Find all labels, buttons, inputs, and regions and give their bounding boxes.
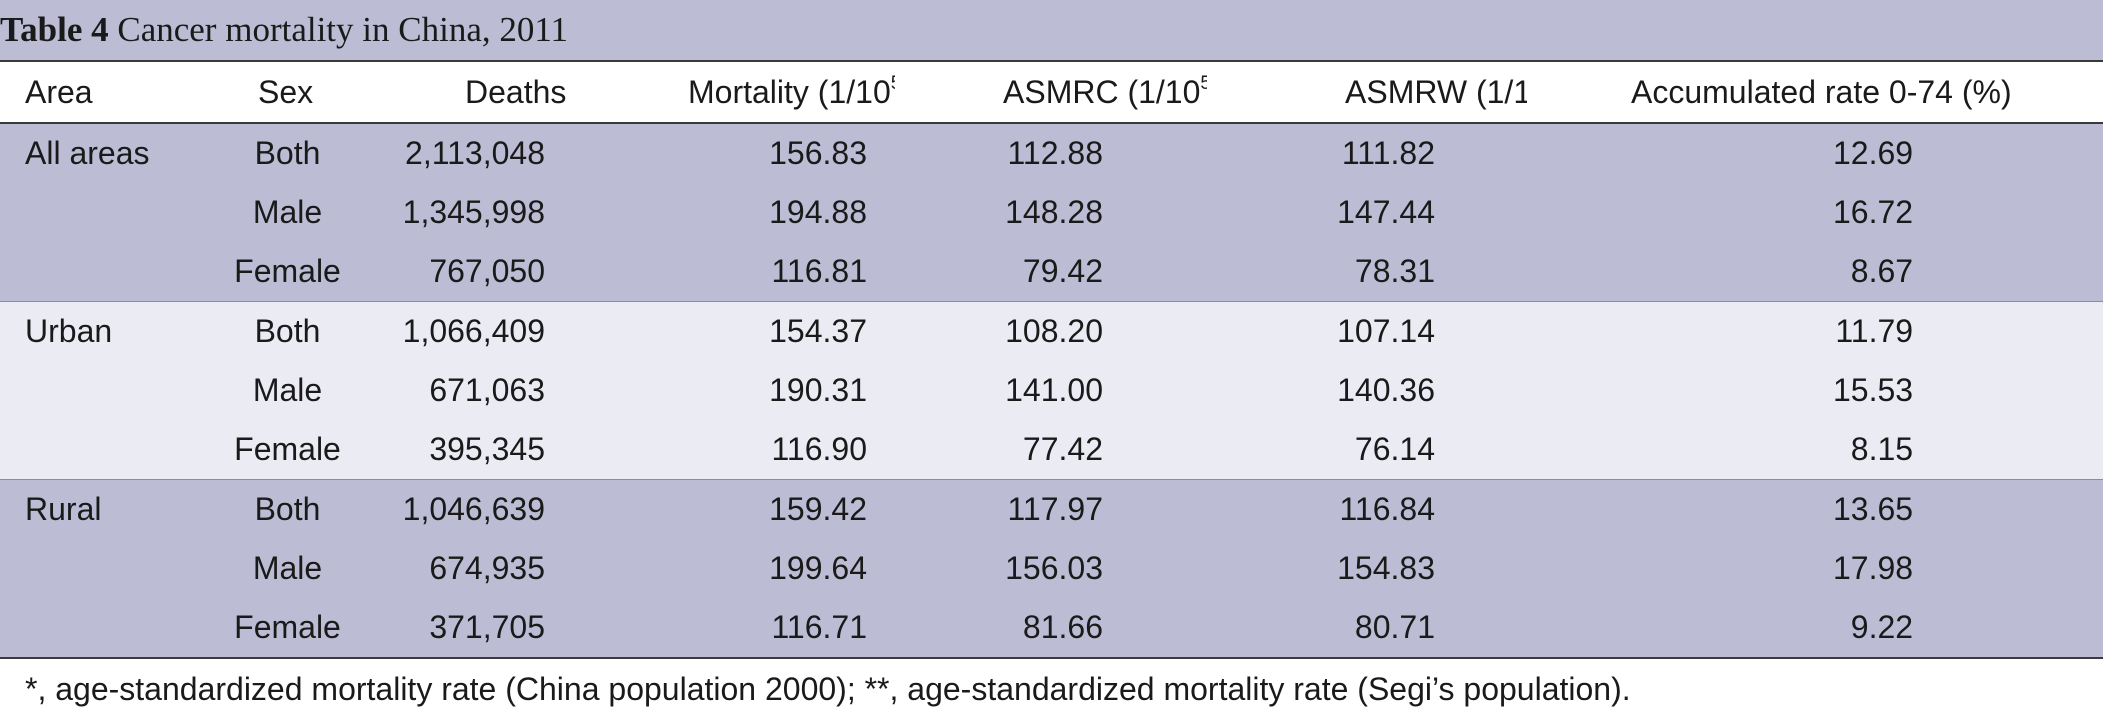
col-header-asmrc: ASMRC (1/105)*: [895, 61, 1207, 124]
cell-asmrw: 80.71: [1207, 598, 1527, 659]
cell-area: [0, 183, 195, 242]
cell-mortality: 156.83: [605, 123, 895, 183]
table-title-text: Cancer mortality in China, 2011: [117, 10, 569, 49]
cell-asmrw: 147.44: [1207, 183, 1527, 242]
table-row: Male 1,345,998 194.88 148.28 147.44 16.72: [0, 183, 2103, 242]
cell-asmrc: 108.20: [895, 301, 1207, 361]
cell-accumulated: 8.15: [1527, 420, 2103, 480]
cell-asmrc: 141.00: [895, 361, 1207, 420]
cell-sex: Female: [195, 242, 380, 302]
table-row: All areas Both 2,113,048 156.83 112.88 111.82…: [0, 123, 2103, 183]
cell-accumulated: 9.22: [1527, 598, 2103, 659]
cell-asmrw: 107.14: [1207, 301, 1527, 361]
cell-accumulated: 13.65: [1527, 479, 2103, 539]
cell-asmrw: 140.36: [1207, 361, 1527, 420]
table-row: Female 371,705 116.71 81.66 80.71 9.22: [0, 598, 2103, 659]
table-row: Urban Both 1,066,409 154.37 108.20 107.14 11.7…: [0, 301, 2103, 361]
cell-mortality: 194.88: [605, 183, 895, 242]
cell-area: Rural: [0, 479, 195, 539]
cell-deaths: 1,066,409: [380, 301, 605, 361]
cell-asmrw: 78.31: [1207, 242, 1527, 302]
mortality-header-main: Mortality (1/10: [688, 73, 891, 110]
cell-deaths: 1,046,639: [380, 479, 605, 539]
table-title-row: Table 4 Cancer mortality in China, 2011: [0, 0, 2103, 62]
cell-area: [0, 361, 195, 420]
cell-mortality: 154.37: [605, 301, 895, 361]
cell-area: [0, 539, 195, 598]
cell-asmrw: 111.82: [1207, 123, 1527, 183]
cell-mortality: 190.31: [605, 361, 895, 420]
cell-mortality: 116.90: [605, 420, 895, 480]
asmrc-header-sup: 5: [1200, 73, 1207, 94]
cell-asmrc: 148.28: [895, 183, 1207, 242]
cell-sex: Male: [195, 539, 380, 598]
table-row: Female 395,345 116.90 77.42 76.14 8.15: [0, 420, 2103, 480]
cell-area: All areas: [0, 123, 195, 183]
col-header-sex: Sex: [195, 61, 380, 124]
cell-asmrc: 77.42: [895, 420, 1207, 480]
col-header-accumulated: Accumulated rate 0-74 (%): [1527, 61, 2103, 124]
asmrc-header-main: ASMRC (1/10: [1003, 73, 1201, 110]
cell-mortality: 199.64: [605, 539, 895, 598]
table-number: Table 4: [0, 10, 109, 49]
col-header-area: Area: [0, 61, 195, 124]
mortality-header-sup: 5: [891, 73, 895, 94]
cell-accumulated: 17.98: [1527, 539, 2103, 598]
col-header-mortality: Mortality (1/105): [605, 61, 895, 124]
cell-area: [0, 598, 195, 659]
table-row: Female 767,050 116.81 79.42 78.31 8.67: [0, 242, 2103, 302]
cell-deaths: 395,345: [380, 420, 605, 480]
cell-sex: Both: [195, 301, 380, 361]
col-header-asmrw: ASMRW (1/105)**: [1207, 61, 1527, 124]
table-row: Male 674,935 199.64 156.03 154.83 17.98: [0, 539, 2103, 598]
cell-asmrc: 156.03: [895, 539, 1207, 598]
cell-deaths: 767,050: [380, 242, 605, 302]
cell-sex: Male: [195, 361, 380, 420]
cell-mortality: 116.81: [605, 242, 895, 302]
cell-deaths: 2,113,048: [380, 123, 605, 183]
cell-accumulated: 8.67: [1527, 242, 2103, 302]
cell-asmrc: 112.88: [895, 123, 1207, 183]
cell-sex: Both: [195, 123, 380, 183]
cell-accumulated: 12.69: [1527, 123, 2103, 183]
cell-sex: Both: [195, 479, 380, 539]
table-row: Male 671,063 190.31 141.00 140.36 15.53: [0, 361, 2103, 420]
cell-asmrw: 116.84: [1207, 479, 1527, 539]
cell-deaths: 371,705: [380, 598, 605, 659]
header-row: Area Sex Deaths Mortality (1/105) ASMRC …: [0, 61, 2103, 124]
cell-accumulated: 11.79: [1527, 301, 2103, 361]
cell-sex: Female: [195, 598, 380, 659]
col-header-deaths: Deaths: [380, 61, 605, 124]
table-body: All areas Both 2,113,048 156.83 112.88 111.82…: [0, 123, 2103, 659]
cell-accumulated: 15.53: [1527, 361, 2103, 420]
cell-asmrw: 154.83: [1207, 539, 1527, 598]
cell-mortality: 159.42: [605, 479, 895, 539]
cell-area: [0, 242, 195, 302]
footnote-row: *, age-standardized mortality rate (Chin…: [0, 658, 2103, 719]
cell-area: Urban: [0, 301, 195, 361]
footnote: *, age-standardized mortality rate (Chin…: [0, 658, 2103, 719]
cell-deaths: 671,063: [380, 361, 605, 420]
cell-asmrc: 117.97: [895, 479, 1207, 539]
cell-area: [0, 420, 195, 480]
cell-asmrc: 79.42: [895, 242, 1207, 302]
cell-mortality: 116.71: [605, 598, 895, 659]
cell-deaths: 674,935: [380, 539, 605, 598]
table-title: Table 4 Cancer mortality in China, 2011: [0, 0, 2103, 62]
cell-sex: Female: [195, 420, 380, 480]
table-row: Rural Both 1,046,639 159.42 117.97 116.84 13.6…: [0, 479, 2103, 539]
cell-accumulated: 16.72: [1527, 183, 2103, 242]
cell-sex: Male: [195, 183, 380, 242]
cell-asmrw: 76.14: [1207, 420, 1527, 480]
cell-deaths: 1,345,998: [380, 183, 605, 242]
asmrw-header-main: ASMRW (1/10: [1345, 73, 1527, 110]
cell-asmrc: 81.66: [895, 598, 1207, 659]
